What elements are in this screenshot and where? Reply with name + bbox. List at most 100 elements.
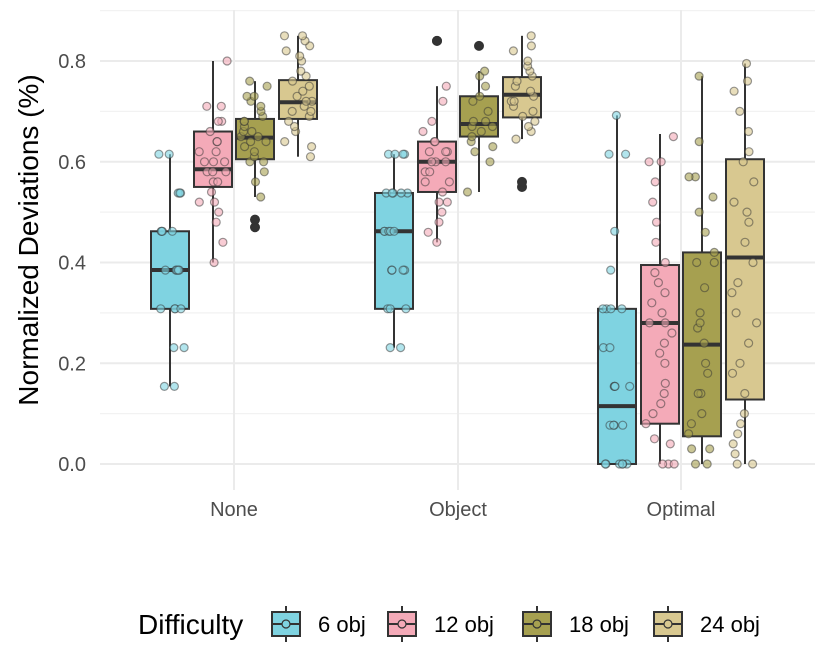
data-point: [401, 304, 411, 314]
legend-item-2: 12 obj: [387, 606, 494, 642]
data-point: [530, 116, 540, 127]
data-point: [751, 318, 762, 328]
data-point: [656, 157, 666, 167]
data-point: [467, 132, 477, 142]
data-point: [424, 147, 434, 157]
legend-label: 24 obj: [700, 612, 760, 637]
data-point: [249, 147, 259, 157]
data-point: [660, 318, 670, 328]
data-point: [648, 409, 658, 419]
data-point: [700, 358, 711, 368]
box-12obj-optimal: [640, 134, 680, 464]
data-point: [518, 111, 528, 122]
data-point: [684, 172, 694, 182]
grid-layer: [100, 10, 815, 490]
data-point: [608, 420, 619, 430]
x-tick-label: None: [210, 499, 258, 521]
data-point: [289, 121, 300, 132]
data-point: [389, 226, 399, 236]
data-point: [444, 177, 454, 187]
box-6obj-object: [374, 154, 414, 348]
outlier-point: [474, 40, 484, 51]
y-tick-label: 0.8: [58, 51, 86, 73]
data-point: [441, 147, 451, 157]
data-point: [729, 86, 739, 96]
data-point: [669, 459, 679, 469]
data-point: [261, 137, 271, 147]
data-point: [385, 304, 395, 314]
data-point: [160, 265, 170, 275]
data-point: [657, 308, 667, 318]
data-point: [650, 268, 660, 278]
data-point: [246, 137, 256, 147]
data-point: [693, 388, 703, 399]
data-point: [427, 157, 437, 167]
data-point: [660, 288, 670, 298]
data-point: [247, 126, 257, 137]
data-point: [214, 207, 224, 217]
data-point: [385, 343, 395, 353]
data-point: [488, 142, 498, 152]
legend-key-point: [281, 619, 291, 629]
data-point: [611, 110, 622, 121]
box-6obj-optimal: [597, 115, 637, 465]
data-point: [512, 76, 522, 86]
data-point: [487, 121, 498, 132]
data-point: [483, 106, 493, 117]
data-point: [213, 177, 223, 187]
data-point: [509, 96, 519, 106]
data-point: [387, 188, 397, 198]
data-point: [213, 116, 223, 127]
y-tick-label: 0.2: [58, 353, 86, 375]
data-point: [694, 207, 704, 217]
data-point: [194, 197, 204, 207]
data-point: [743, 126, 754, 137]
legend-title: Difficulty: [138, 609, 243, 640]
data-point: [159, 381, 169, 391]
data-point: [462, 187, 473, 197]
data-point: [287, 76, 298, 86]
data-point: [526, 31, 536, 41]
data-point: [222, 56, 232, 66]
data-point: [304, 81, 314, 91]
data-point: [709, 247, 719, 257]
box-18obj-object: [459, 40, 499, 192]
data-point: [173, 265, 183, 275]
data-point: [660, 257, 670, 268]
data-point: [441, 81, 451, 91]
data-point: [742, 76, 753, 86]
data-point: [169, 343, 179, 353]
y-tick-label: 0.0: [58, 454, 86, 476]
data-point: [728, 439, 738, 449]
data-point: [239, 116, 249, 127]
data-point: [748, 257, 758, 268]
data-point: [209, 197, 220, 207]
data-point: [606, 265, 616, 275]
outlier-point: [517, 176, 527, 187]
data-point: [476, 126, 486, 137]
data-point: [694, 137, 704, 147]
data-point: [650, 177, 660, 187]
data-point: [470, 147, 480, 157]
data-point: [398, 265, 408, 275]
outlier-point: [250, 214, 260, 225]
data-point: [651, 237, 661, 247]
data-point: [434, 217, 444, 227]
data-point: [732, 459, 742, 469]
data-point: [735, 358, 745, 368]
data-point: [306, 106, 316, 117]
data-point: [249, 91, 259, 101]
data-point: [703, 368, 713, 378]
data-point: [253, 132, 263, 142]
data-point: [749, 177, 759, 187]
legend-label: 12 obj: [434, 612, 494, 637]
data-point: [418, 126, 428, 137]
data-point: [598, 304, 608, 314]
data-point: [617, 304, 627, 314]
data-point: [250, 177, 261, 187]
jitter-points-layer: [154, 31, 762, 469]
data-point: [523, 121, 534, 132]
legend-item-3: 18 obj: [522, 606, 629, 642]
data-point: [240, 142, 250, 152]
